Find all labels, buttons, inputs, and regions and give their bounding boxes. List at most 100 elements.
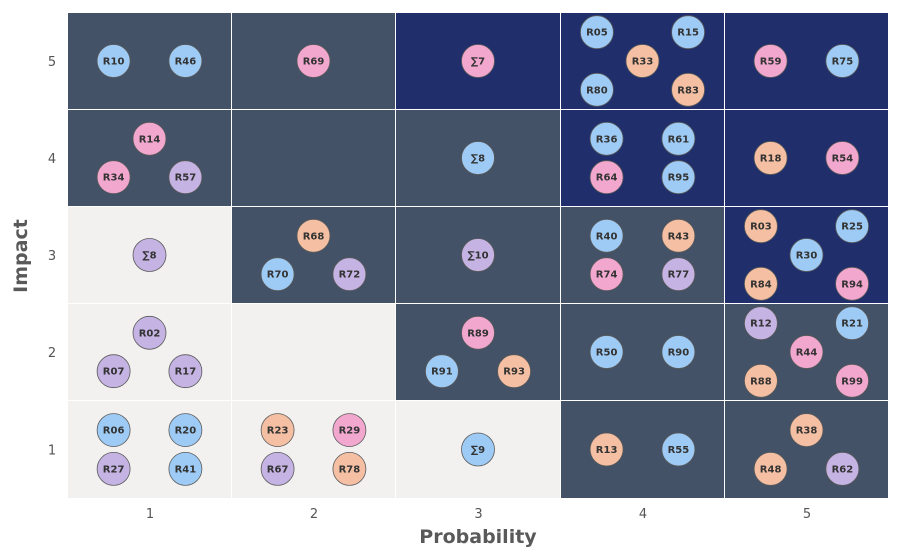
risk-marker-circle (168, 160, 203, 195)
risk-marker-label: R38 (796, 426, 818, 437)
matrix-cell-p5-i4 (725, 110, 888, 206)
risk-marker[interactable]: R67 (260, 451, 295, 486)
risk-marker-label: R55 (668, 445, 690, 456)
risk-marker[interactable]: R95 (661, 160, 696, 195)
risk-marker-label: R80 (586, 85, 608, 96)
risk-marker[interactable]: R59 (753, 44, 788, 78)
risk-marker[interactable]: R27 (96, 451, 131, 486)
risk-marker[interactable]: R03 (744, 209, 778, 244)
risk-marker[interactable]: R06 (96, 413, 131, 448)
risk-marker[interactable]: R10 (96, 44, 131, 78)
risk-marker[interactable]: R43 (661, 218, 696, 253)
risk-marker-circle (825, 44, 860, 78)
risk-marker-circle (96, 451, 131, 486)
risk-marker[interactable]: R99 (835, 363, 869, 398)
matrix-cell-p2-i2 (232, 304, 395, 400)
risk-marker[interactable]: R33 (625, 44, 660, 78)
risk-marker[interactable]: R38 (789, 413, 824, 448)
risk-marker-circle (744, 363, 778, 398)
risk-marker[interactable]: R69 (296, 44, 331, 78)
risk-marker[interactable]: R29 (332, 413, 367, 448)
risk-marker[interactable]: R75 (825, 44, 860, 78)
risk-marker-label: R33 (632, 57, 654, 68)
risk-marker[interactable]: R54 (825, 141, 860, 175)
risk-marker-label: R29 (339, 426, 361, 437)
risk-marker-label: ∑8 (142, 251, 156, 262)
risk-marker[interactable]: R30 (789, 238, 824, 272)
risk-marker[interactable]: R17 (168, 354, 203, 389)
risk-marker[interactable]: R62 (825, 451, 860, 486)
risk-marker[interactable]: R90 (661, 335, 696, 369)
risk-marker[interactable]: R68 (296, 218, 331, 253)
risk-marker-circle (835, 363, 869, 398)
risk-marker-circle (168, 451, 203, 486)
risk-marker[interactable]: R23 (260, 413, 295, 448)
risk-marker[interactable]: R07 (96, 354, 131, 389)
risk-marker[interactable]: R55 (661, 432, 696, 467)
risk-marker-circle (589, 160, 624, 195)
risk-marker[interactable]: R74 (589, 257, 624, 292)
risk-marker-label: R06 (103, 426, 125, 437)
risk-marker[interactable]: R84 (744, 266, 778, 301)
risk-marker-circle (661, 432, 696, 467)
risk-marker-label: R27 (103, 464, 125, 475)
risk-marker[interactable]: R18 (753, 141, 788, 175)
risk-marker-circle (461, 432, 495, 467)
risk-marker[interactable]: R88 (744, 363, 778, 398)
risk-marker-label: R12 (750, 319, 772, 330)
risk-marker-circle (461, 238, 495, 272)
risk-marker[interactable]: R94 (835, 266, 869, 301)
risk-marker-circle (168, 413, 203, 448)
risk-marker-label: R21 (841, 319, 863, 330)
risk-marker-circle (661, 335, 696, 369)
risk-marker-circle (753, 141, 788, 175)
risk-marker[interactable]: R05 (580, 15, 614, 50)
risk-marker-label: ∑10 (467, 251, 488, 262)
risk-marker-label: R83 (677, 85, 699, 96)
risk-marker[interactable]: R02 (132, 315, 167, 350)
risk-marker[interactable]: R36 (589, 121, 624, 156)
risk-marker[interactable]: R93 (497, 354, 531, 389)
risk-marker[interactable]: R72 (332, 257, 367, 292)
risk-marker-circle (825, 451, 860, 486)
risk-marker[interactable]: R50 (589, 335, 624, 369)
risk-marker[interactable]: R70 (260, 257, 295, 292)
risk-marker[interactable]: ∑9 (461, 432, 495, 467)
y-tick-label: 4 (48, 152, 56, 167)
risk-marker[interactable]: R83 (671, 72, 705, 107)
risk-marker[interactable]: R34 (96, 160, 131, 195)
risk-marker[interactable]: R20 (168, 413, 203, 448)
risk-marker-circle (580, 72, 614, 107)
risk-marker-label: R40 (596, 231, 618, 242)
risk-marker-label: R70 (267, 270, 289, 281)
risk-marker-label: ∑7 (471, 57, 485, 68)
risk-marker[interactable]: R40 (589, 218, 624, 253)
risk-marker[interactable]: R77 (661, 257, 696, 292)
risk-marker[interactable]: R80 (580, 72, 614, 107)
risk-marker[interactable]: R89 (461, 315, 495, 350)
risk-marker[interactable]: R21 (835, 306, 869, 341)
risk-marker[interactable]: R13 (589, 432, 624, 467)
risk-marker[interactable]: R15 (671, 15, 705, 50)
matrix-cell-p4-i1 (561, 401, 724, 498)
risk-marker[interactable]: ∑8 (461, 141, 495, 175)
risk-marker[interactable]: ∑8 (132, 238, 167, 272)
risk-marker[interactable]: R57 (168, 160, 203, 195)
risk-marker-circle (461, 44, 495, 78)
risk-marker[interactable]: R12 (744, 306, 778, 341)
risk-marker[interactable]: ∑10 (461, 238, 495, 272)
risk-marker[interactable]: R14 (132, 121, 167, 156)
risk-marker[interactable]: R48 (753, 451, 788, 486)
risk-marker[interactable]: R64 (589, 160, 624, 195)
risk-marker-label: R44 (796, 348, 818, 359)
risk-marker[interactable]: R78 (332, 451, 367, 486)
risk-marker[interactable]: R46 (168, 44, 203, 78)
risk-marker[interactable]: R25 (835, 209, 869, 244)
risk-marker[interactable]: R91 (424, 354, 459, 389)
risk-marker[interactable]: ∑7 (461, 44, 495, 78)
risk-marker-circle (589, 121, 624, 156)
risk-marker[interactable]: R61 (661, 121, 696, 156)
risk-marker[interactable]: R44 (789, 335, 824, 369)
risk-marker[interactable]: R41 (168, 451, 203, 486)
risk-marker-circle (132, 315, 167, 350)
